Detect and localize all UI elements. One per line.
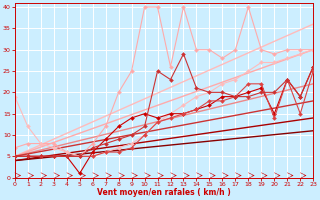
- X-axis label: Vent moyen/en rafales ( km/h ): Vent moyen/en rafales ( km/h ): [97, 188, 231, 197]
